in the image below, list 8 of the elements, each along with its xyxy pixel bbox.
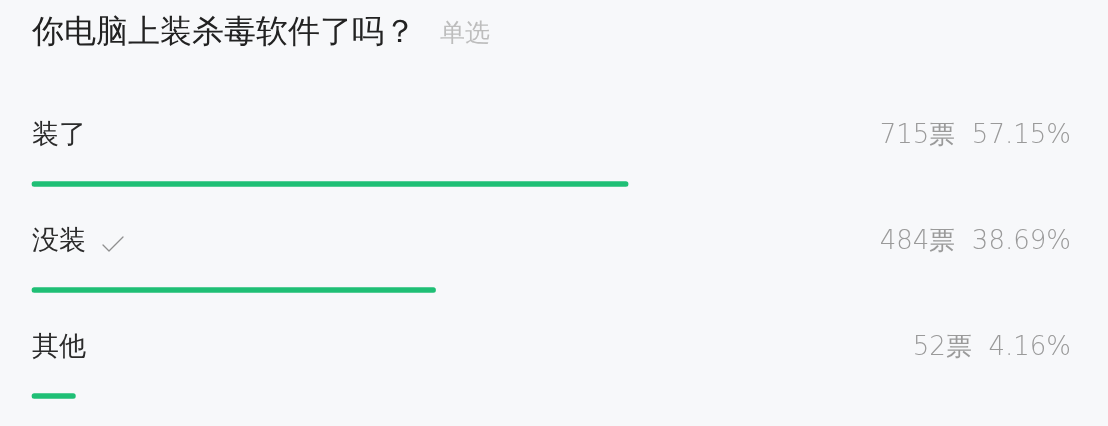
- y-tick-label: 没装: [32, 224, 86, 256]
- y-tick-label: 其他: [32, 330, 86, 362]
- chart-title: 你电脑上装杀毒软件了吗？: [32, 12, 416, 50]
- y-tick-label: 装了: [32, 118, 86, 150]
- data-label: 715票 57.15%: [879, 118, 1071, 149]
- data-label: 484票 38.69%: [879, 224, 1071, 255]
- data-label: 52票 4.16%: [912, 330, 1071, 361]
- chart-subtitle: 单选: [440, 17, 490, 47]
